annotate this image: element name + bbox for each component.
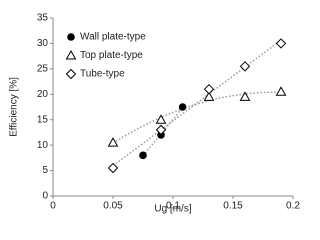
x-tick-label: 0.1 [166,201,180,212]
y-tick-label: 25 [37,63,49,74]
legend-label: Wall plate-type [80,32,146,43]
legend-marker [67,33,75,41]
x-tick-label: 0 [50,201,56,212]
marker [239,91,251,101]
y-tick-label: 20 [37,89,49,100]
marker [239,61,251,72]
page: Ug [m/s] Efficiency [%] 0 5 10 15 20 25 30 35 0 0… [8,12,301,215]
legend-label: Top plate-type [80,50,143,61]
marker [107,137,119,147]
y-tick-label: 5 [42,165,48,176]
x-tick-label: 0.05 [103,201,123,212]
marker [203,83,215,95]
y-axis-label: Efficiency [%] [9,77,20,137]
legend-label: Tube-type [80,69,125,80]
marker [203,91,215,101]
marker [155,124,167,136]
legend-marker [65,49,77,60]
x-tick-label: 0.2 [286,201,300,212]
x-tick-label: 0.15 [223,201,243,212]
marker [107,162,119,174]
marker [139,151,147,160]
marker [178,103,187,111]
marker [155,114,167,124]
y-tick-label: 30 [37,38,49,49]
y-tick-label: 10 [37,140,49,151]
chart: Ug [m/s] Efficiency [%] 0 5 10 15 20 25 30 35 0 0… [9,13,301,215]
x-axis-label: Ug [m/s] [154,204,191,215]
marker [275,86,287,96]
trendline [112,91,282,144]
marker [275,38,287,49]
y-tick-label: 35 [37,13,49,24]
y-tick-label: 15 [37,114,49,125]
y-tick-label: 0 [42,191,48,202]
legend-marker [65,68,77,80]
